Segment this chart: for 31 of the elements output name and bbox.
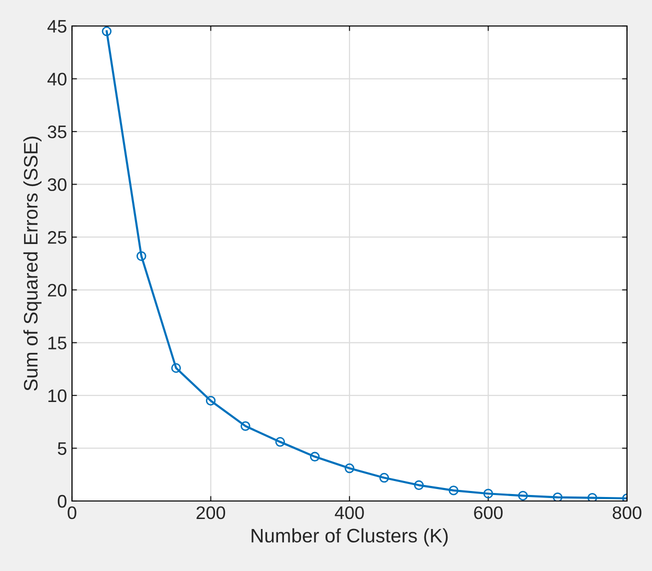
- y-tick-label: 30: [48, 178, 66, 192]
- point: [448, 486, 458, 496]
- y-tick-label: 45: [47, 20, 66, 33]
- point: [518, 490, 528, 501]
- y-tick-label: 40: [47, 72, 66, 86]
- point: [587, 492, 598, 501]
- point: [102, 26, 112, 36]
- point: [483, 488, 494, 498]
- x-tick-label: 200: [196, 506, 226, 520]
- y-axis-title: Sum of Squared Errors (SSE): [23, 136, 42, 391]
- y-tick-label: 15: [48, 336, 66, 350]
- x-tick-label: 0: [68, 506, 76, 520]
- x-axis-title: Number of Clusters (K): [252, 528, 448, 546]
- point: [171, 363, 181, 373]
- y-tick-label: 10: [48, 389, 66, 402]
- x-tick-label: 600: [474, 506, 503, 520]
- y-tick-label: 5: [58, 442, 66, 455]
- y-tick-label: 20: [48, 284, 66, 297]
- y-tick-label: 35: [48, 125, 66, 138]
- point: [275, 437, 285, 447]
- point: [344, 463, 354, 474]
- point: [136, 251, 146, 261]
- point: [240, 421, 250, 431]
- y-tick-label: 0: [58, 494, 66, 508]
- x-tick-label: 800: [612, 506, 642, 520]
- x-tick-label: 400: [334, 506, 364, 520]
- point: [414, 480, 424, 490]
- y-tick-label: 25: [48, 231, 66, 244]
- point: [310, 452, 320, 462]
- point: [379, 472, 390, 483]
- point: [206, 396, 216, 406]
